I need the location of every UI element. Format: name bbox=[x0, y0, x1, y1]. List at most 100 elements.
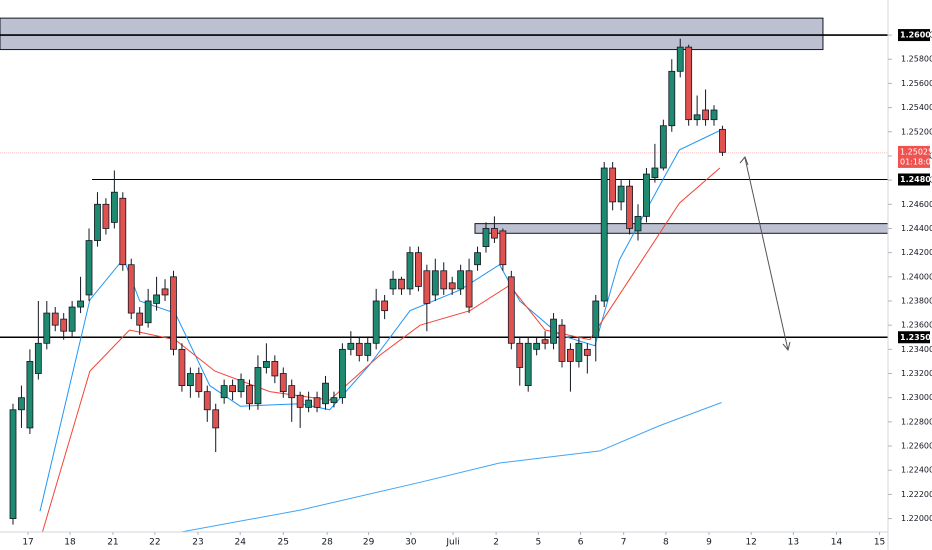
candle-body bbox=[161, 288, 169, 296]
candle-body bbox=[398, 278, 405, 290]
candle-body bbox=[693, 114, 701, 121]
candle-body bbox=[288, 385, 296, 399]
x-tick-label: 5 bbox=[535, 538, 541, 548]
candle-body bbox=[43, 312, 51, 344]
candle-body bbox=[499, 230, 507, 266]
candle-body bbox=[617, 185, 625, 203]
x-tick-label: 24 bbox=[234, 538, 246, 548]
candle-body bbox=[85, 240, 93, 296]
candle-body bbox=[322, 382, 329, 405]
y-tick-label: 1.24400 bbox=[901, 224, 932, 233]
candle-body bbox=[643, 173, 650, 217]
y-tick-label: 1.24200 bbox=[901, 248, 932, 257]
y-tick-label: 1.22000 bbox=[901, 514, 932, 523]
candle-body bbox=[710, 109, 718, 121]
y-tick-label: 1.23000 bbox=[901, 393, 932, 402]
candle-body bbox=[110, 191, 118, 223]
x-tick-label: 14 bbox=[831, 538, 843, 548]
candle-body bbox=[262, 361, 270, 368]
candle-body bbox=[372, 300, 380, 344]
candle-body bbox=[516, 342, 524, 368]
candle-body bbox=[34, 342, 42, 374]
x-tick-label: 28 bbox=[321, 538, 333, 548]
candle-body bbox=[533, 342, 541, 350]
candle-body bbox=[465, 270, 473, 308]
x-tick-label: 29 bbox=[363, 538, 375, 548]
plot-area bbox=[0, 17, 888, 532]
candle-body bbox=[153, 294, 160, 304]
x-tick-label: 9 bbox=[706, 538, 712, 548]
candle-body bbox=[541, 339, 549, 344]
candle-body bbox=[626, 185, 633, 229]
y-tick-label: 1.24600 bbox=[901, 200, 932, 209]
candle-body bbox=[550, 318, 557, 344]
candle-body bbox=[389, 278, 397, 290]
candle-body bbox=[330, 397, 338, 403]
candle-body bbox=[406, 252, 414, 290]
candle-body bbox=[296, 394, 304, 408]
x-tick-label: 12 bbox=[745, 538, 756, 548]
level-label-box bbox=[898, 331, 930, 344]
moving-average bbox=[178, 402, 722, 532]
candle-body bbox=[431, 270, 439, 296]
level-label: 1.23500 bbox=[900, 333, 932, 342]
candle-body bbox=[254, 367, 262, 405]
candle-body bbox=[246, 385, 253, 405]
x-tick-label: 2 bbox=[493, 538, 499, 548]
candle-body bbox=[271, 361, 279, 377]
candle-body bbox=[668, 70, 676, 127]
x-tick-label: 17 bbox=[22, 538, 33, 548]
y-tick-label: 1.22400 bbox=[901, 466, 932, 475]
candle-body bbox=[567, 348, 574, 362]
x-tick-label: 6 bbox=[578, 538, 584, 548]
x-tick-label: 13 bbox=[788, 538, 799, 548]
candle-body bbox=[575, 342, 583, 362]
candle-body bbox=[659, 125, 667, 169]
candle-body bbox=[127, 264, 135, 314]
x-axis-strip bbox=[0, 532, 888, 550]
candle-body bbox=[507, 276, 515, 344]
candle-body bbox=[355, 342, 363, 356]
y-tick-label: 1.25600 bbox=[901, 79, 932, 88]
candle-body bbox=[415, 252, 422, 287]
candle-body bbox=[203, 391, 211, 411]
candle-body bbox=[685, 46, 693, 121]
x-tick-label: 21 bbox=[107, 538, 118, 548]
zone bbox=[0, 17, 824, 51]
candle-body bbox=[347, 342, 355, 350]
candle-body bbox=[9, 409, 17, 519]
y-tick-label: 1.25800 bbox=[901, 55, 932, 64]
x-tick-label: 15 bbox=[874, 538, 885, 548]
countdown-label: 01:18:09 bbox=[900, 157, 932, 166]
candle-body bbox=[381, 300, 389, 312]
candle-body bbox=[702, 109, 709, 121]
candle-body bbox=[338, 348, 346, 399]
candle-body bbox=[609, 167, 617, 203]
candle-body bbox=[448, 282, 456, 290]
candle-body bbox=[220, 385, 228, 399]
y-tick-label: 1.23400 bbox=[901, 345, 932, 354]
candle-body bbox=[18, 397, 25, 411]
last-price-box bbox=[898, 145, 930, 168]
y-tick-label: 1.23800 bbox=[901, 296, 932, 305]
candle-body bbox=[119, 197, 127, 266]
zone bbox=[474, 223, 888, 234]
x-tick-label: 8 bbox=[663, 538, 669, 548]
candle-body bbox=[491, 228, 498, 239]
x-tick-label: 25 bbox=[278, 538, 289, 548]
x-tick-label: 30 bbox=[405, 538, 417, 548]
moving-average bbox=[41, 167, 721, 532]
candle-body bbox=[600, 167, 608, 302]
candle-body bbox=[313, 397, 321, 408]
x-tick-label: 22 bbox=[149, 538, 160, 548]
candle-body bbox=[195, 373, 203, 393]
candle-body bbox=[583, 348, 591, 356]
candle-body bbox=[136, 312, 144, 326]
candle-body bbox=[676, 46, 684, 72]
candle-body bbox=[178, 348, 186, 387]
candle-body bbox=[237, 379, 245, 393]
level-label: 1.26000 bbox=[900, 31, 932, 40]
